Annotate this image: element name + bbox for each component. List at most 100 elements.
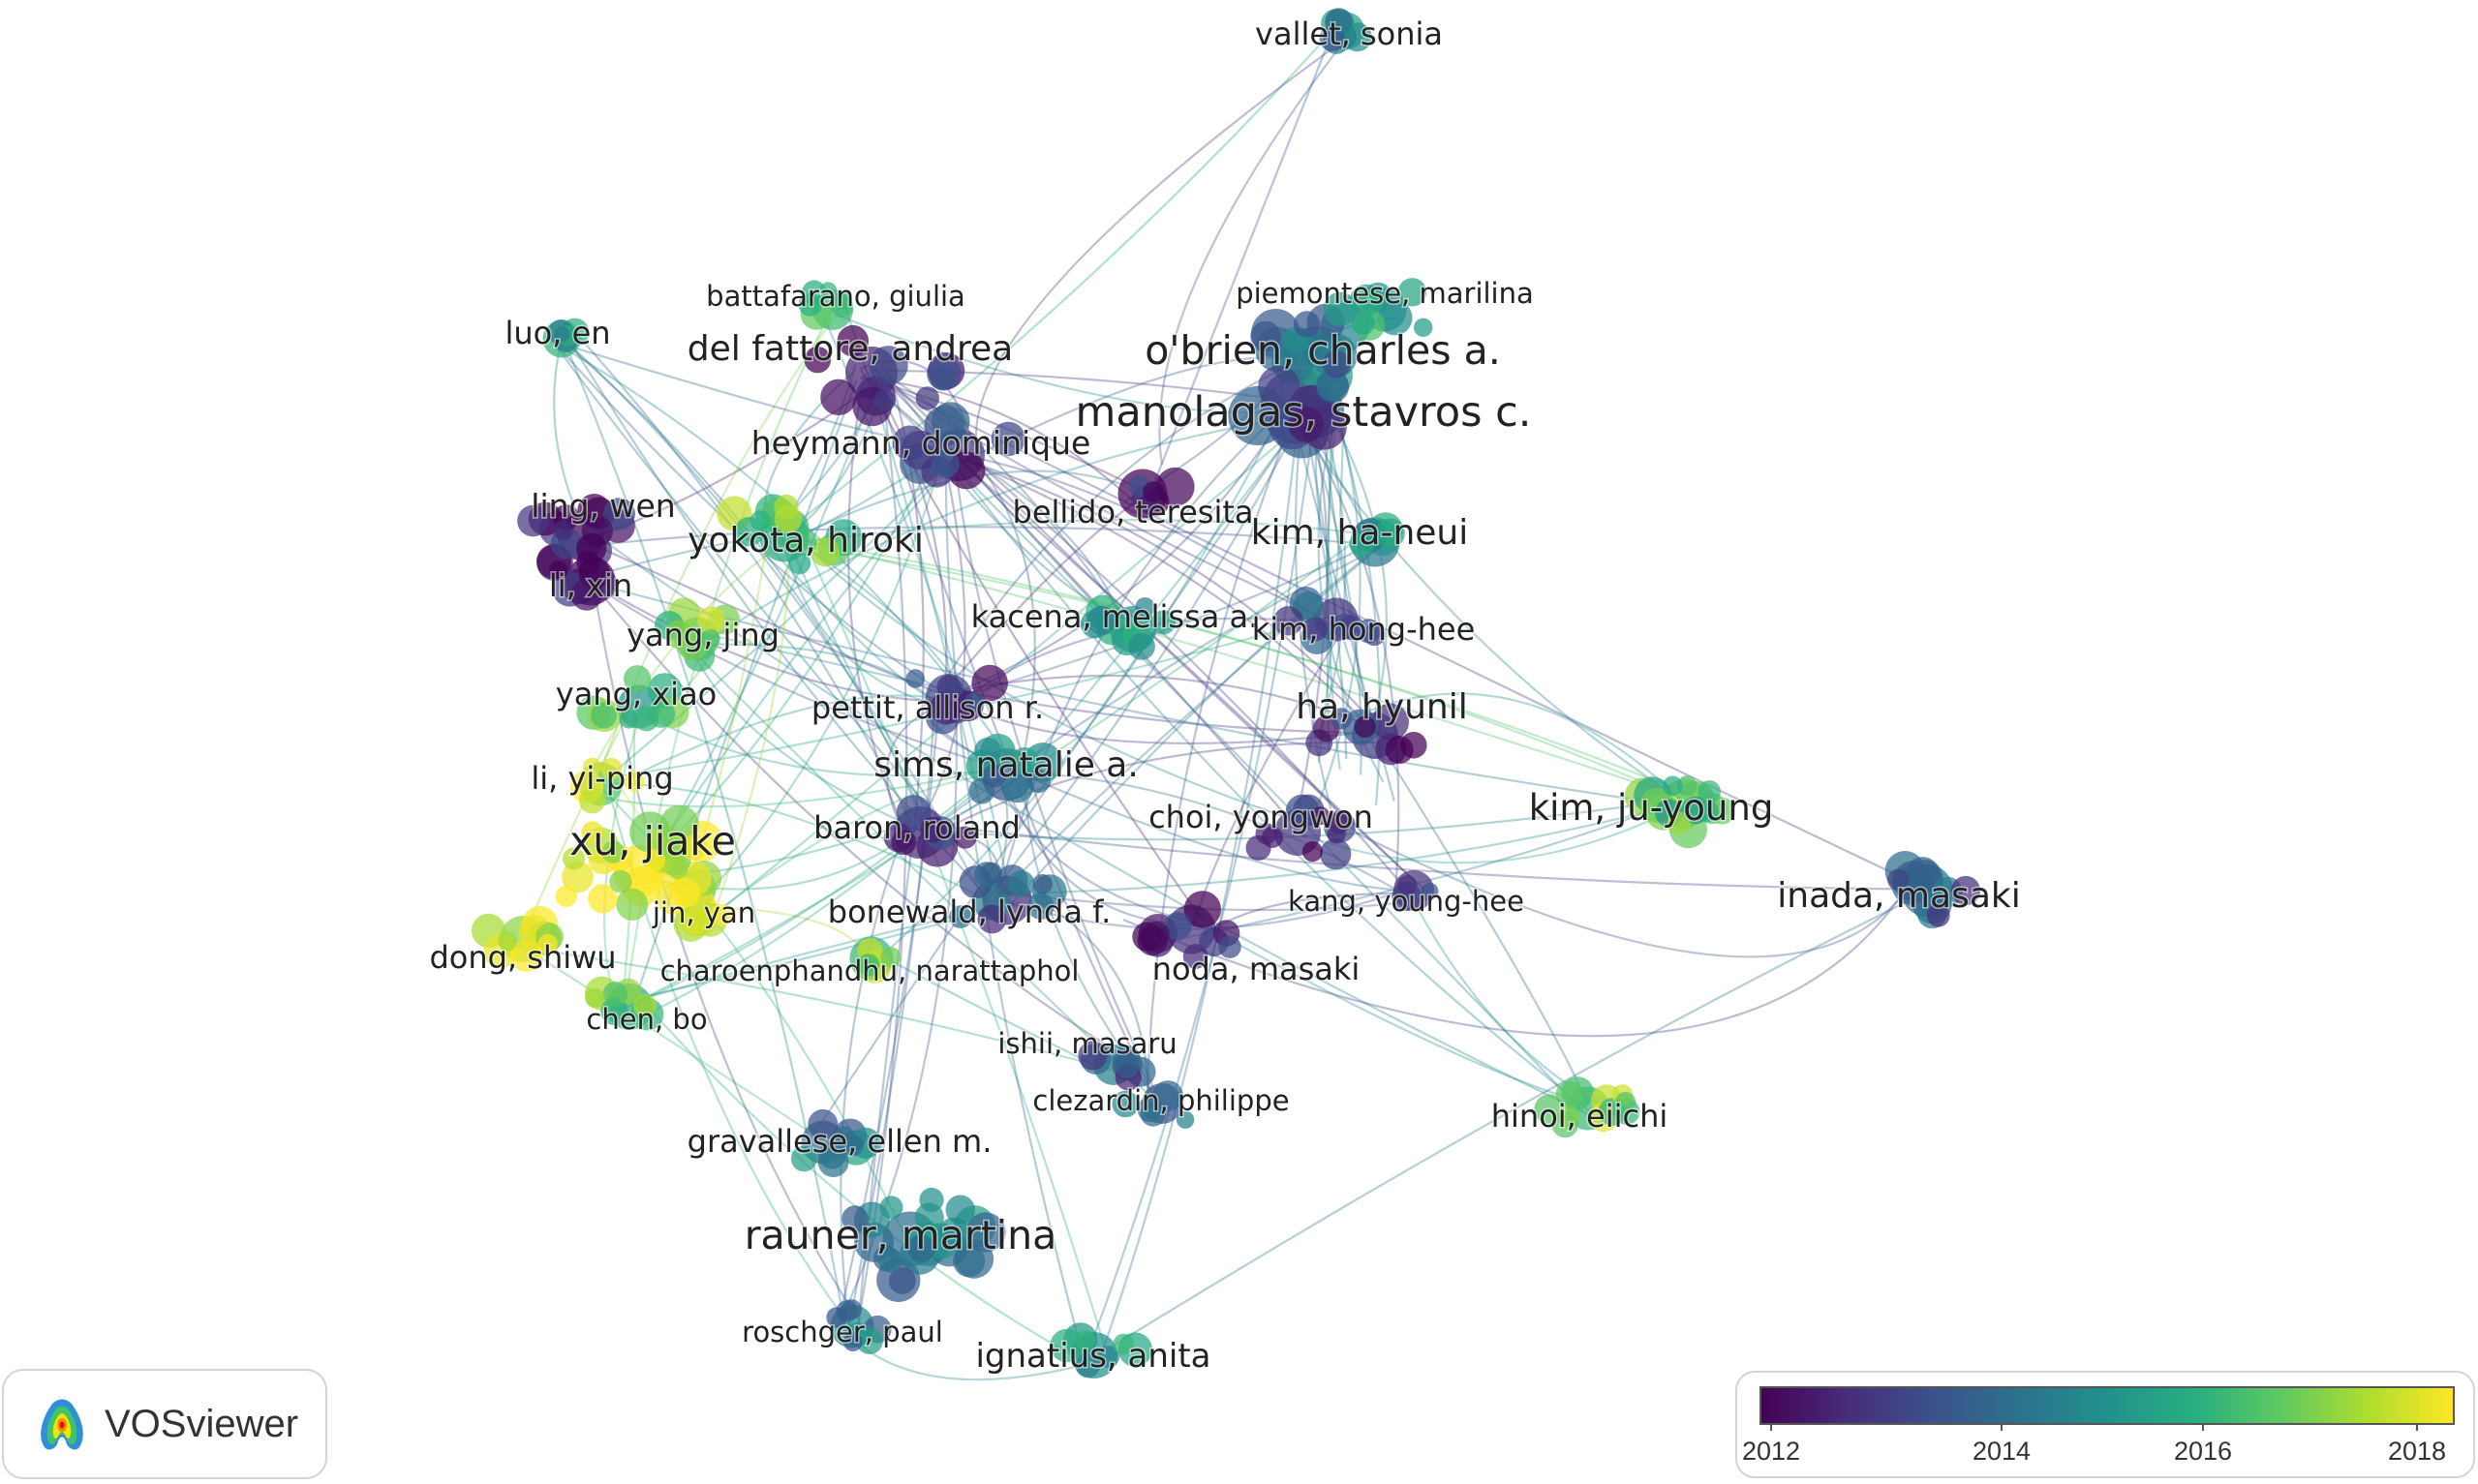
author-label-kang-young-hee[interactable]: kang, young-hee [1287, 884, 1526, 920]
author-node[interactable] [1114, 1052, 1140, 1078]
author-node[interactable] [1078, 1041, 1108, 1071]
author-label-bellido-teresita[interactable]: bellido, teresita [1011, 493, 1255, 532]
author-label-inada-masaki[interactable]: inada, masaki [1776, 875, 2022, 918]
author-node[interactable] [1080, 610, 1110, 639]
author-node[interactable] [701, 628, 720, 649]
author-node[interactable] [1667, 811, 1691, 835]
author-node[interactable] [1697, 801, 1719, 823]
author-node[interactable] [1358, 288, 1384, 315]
author-node[interactable] [974, 737, 1001, 765]
author-label-kim-ha-neui[interactable]: kim, ha-neui [1249, 512, 1469, 555]
author-node[interactable] [1050, 1328, 1084, 1363]
author-node[interactable] [682, 907, 710, 934]
author-node[interactable] [1258, 365, 1300, 409]
author-node[interactable] [1397, 278, 1427, 307]
author-node[interactable] [667, 858, 688, 880]
author-node[interactable] [576, 551, 600, 575]
author-node[interactable] [905, 669, 925, 688]
author-label-baron-roland[interactable]: baron, roland [812, 808, 1023, 848]
author-node[interactable] [1615, 1091, 1637, 1113]
author-node[interactable] [1319, 25, 1345, 52]
author-node[interactable] [624, 665, 652, 693]
author-node[interactable] [980, 862, 1002, 884]
author-node[interactable] [1273, 606, 1303, 636]
author-node[interactable] [1327, 825, 1346, 844]
author-label-manolagas-stavros[interactable]: manolagas, stavros c. [1074, 387, 1533, 439]
author-label-yokota-hiroki[interactable]: yokota, hiroki [687, 520, 926, 562]
author-node[interactable] [1349, 531, 1374, 557]
author-node[interactable] [1354, 715, 1376, 739]
author-node[interactable] [1001, 770, 1034, 803]
author-node[interactable] [837, 324, 869, 357]
author-label-battafarano-giulia[interactable]: battafarano, giulia [705, 279, 967, 315]
author-node[interactable] [1323, 349, 1351, 379]
author-label-piemontese-marilina[interactable]: piemontese, marilina [1235, 276, 1536, 312]
author-node[interactable] [624, 771, 645, 792]
author-node[interactable] [788, 552, 811, 575]
author-label-del-fattore-andrea[interactable]: del fattore, andrea [686, 328, 1014, 371]
author-label-jin-yan[interactable]: jin, yan [650, 895, 756, 931]
author-node[interactable] [833, 290, 853, 311]
author-node[interactable] [643, 849, 666, 871]
author-node[interactable] [977, 904, 1007, 934]
author-node[interactable] [1676, 775, 1698, 797]
author-node[interactable] [937, 1217, 971, 1251]
author-node[interactable] [537, 933, 558, 954]
author-node[interactable] [664, 620, 693, 649]
author-label-li-yi-ping[interactable]: li, yi-ping [530, 759, 675, 799]
author-node[interactable] [920, 816, 947, 843]
author-node[interactable] [869, 346, 908, 385]
author-label-luo-en[interactable]: luo, en [504, 314, 612, 353]
author-node[interactable] [891, 830, 917, 856]
author-node[interactable] [1112, 1090, 1140, 1118]
author-node[interactable] [841, 1299, 862, 1320]
author-node[interactable] [841, 1205, 869, 1232]
author-node[interactable] [579, 787, 605, 814]
author-node[interactable] [808, 1108, 839, 1139]
author-node[interactable] [811, 537, 841, 567]
author-node[interactable] [1375, 518, 1405, 549]
author-node[interactable] [774, 494, 799, 520]
author-node[interactable] [1262, 827, 1284, 848]
author-node[interactable] [1097, 1346, 1119, 1368]
author-node[interactable] [1400, 732, 1427, 759]
author-node[interactable] [971, 664, 1008, 702]
author-node[interactable] [1323, 291, 1358, 326]
author-label-choi-yongwon[interactable]: choi, yongwon [1147, 798, 1375, 837]
author-node[interactable] [669, 877, 701, 909]
author-label-kacena-melissa[interactable]: kacena, melissa a. [969, 597, 1260, 637]
author-node[interactable] [1950, 875, 1981, 906]
author-node[interactable] [843, 1332, 863, 1352]
author-node[interactable] [818, 1141, 846, 1169]
author-node[interactable] [1075, 1329, 1096, 1350]
author-node[interactable] [588, 884, 618, 914]
author-node[interactable] [1555, 1080, 1584, 1108]
author-node[interactable] [609, 870, 632, 893]
author-label-obrien-charles[interactable]: o'brien, charles a. [1144, 326, 1503, 376]
author-label-ling-wen[interactable]: ling, wen [530, 486, 677, 527]
author-node[interactable] [945, 1195, 975, 1225]
author-node[interactable] [1288, 407, 1324, 443]
author-node[interactable] [834, 1126, 855, 1147]
author-node[interactable] [982, 764, 1006, 788]
author-node[interactable] [1331, 708, 1353, 730]
author-node[interactable] [820, 379, 857, 415]
author-node[interactable] [949, 905, 972, 928]
author-node[interactable] [1887, 868, 1910, 891]
author-node[interactable] [1663, 775, 1683, 797]
author-node[interactable] [1320, 838, 1352, 870]
author-node[interactable] [892, 425, 928, 461]
author-node[interactable] [1351, 312, 1375, 336]
author-node[interactable] [600, 757, 623, 780]
author-label-charoenphandhu-narattaphol[interactable]: charoenphandhu, narattaphol [658, 954, 1081, 989]
author-node[interactable] [1032, 874, 1054, 894]
author-node[interactable] [680, 834, 708, 862]
author-label-clezardin-philippe[interactable]: clezardin, philippe [1031, 1083, 1291, 1119]
author-node[interactable] [602, 981, 628, 1007]
author-node[interactable] [1127, 632, 1155, 660]
author-node[interactable] [697, 606, 725, 634]
author-node[interactable] [1362, 623, 1386, 647]
author-node[interactable] [1926, 903, 1950, 927]
author-node[interactable] [942, 679, 964, 700]
